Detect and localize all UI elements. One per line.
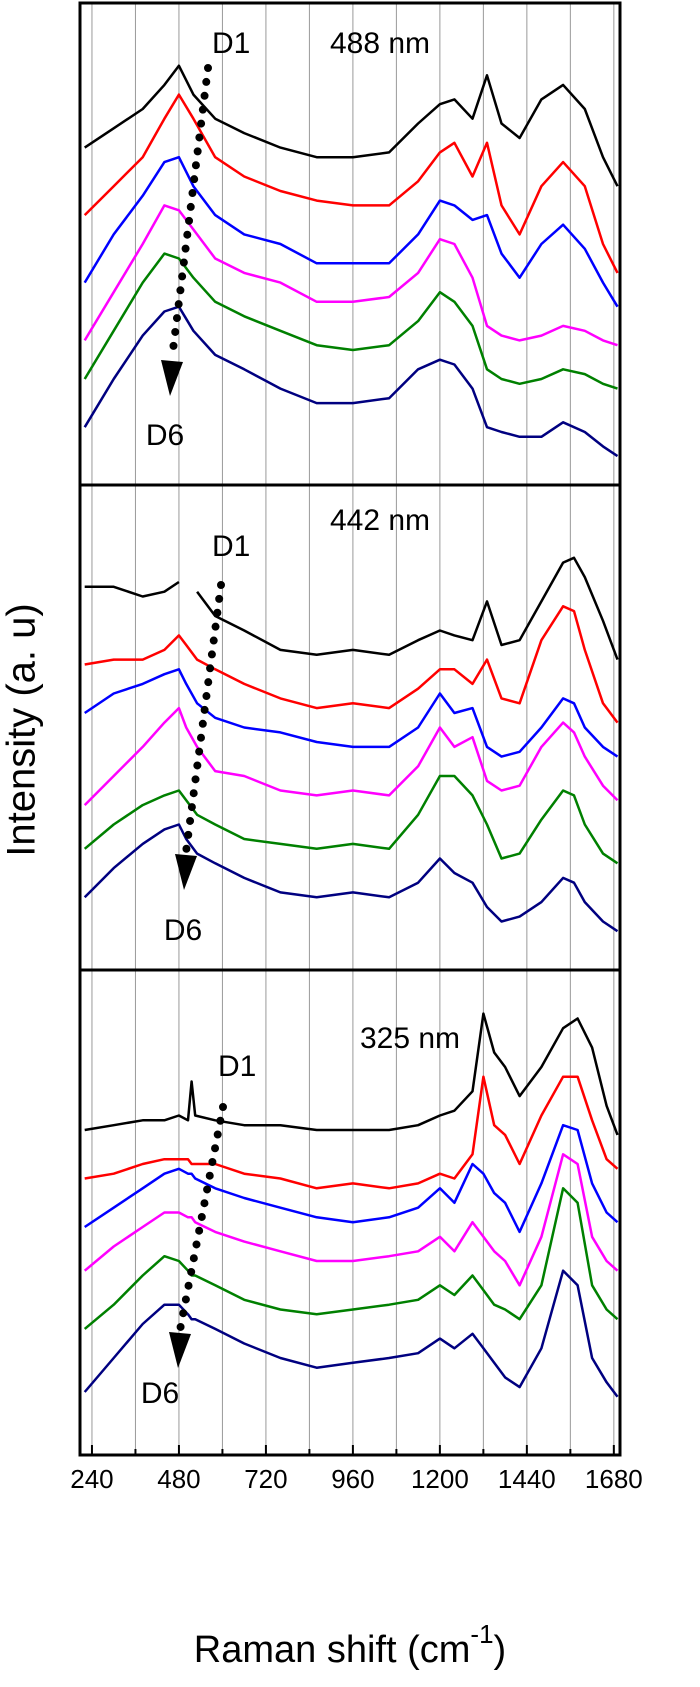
spectrum-line (84, 605, 619, 724)
panel-frame (78, 968, 622, 1457)
spectrum-line (84, 668, 619, 758)
annotation: 325 nm (360, 1022, 460, 1055)
dotted-trend (176, 1103, 227, 1334)
x-label-close: ) (494, 1629, 507, 1671)
spectrum-line (83, 774, 619, 865)
spectrum-line (83, 1153, 619, 1287)
panel-frame (78, 1, 622, 487)
x-axis-label: Raman shift (cm-1) (194, 1619, 506, 1671)
annotation: D1 (212, 530, 250, 563)
x-tick-label: 1440 (498, 1464, 556, 1494)
x-label-superscript: -1 (470, 1619, 493, 1649)
x-tick-label: 1200 (411, 1464, 469, 1494)
arrow-head (175, 854, 197, 890)
spectrum-line (83, 823, 619, 933)
x-tick-label: 960 (331, 1464, 374, 1494)
x-label-text: Raman shift (cm (194, 1629, 471, 1671)
arrow-head (169, 1332, 191, 1368)
spectrum-line (83, 93, 619, 274)
spectrum-line (84, 1012, 619, 1136)
x-tick-label: 1680 (585, 1464, 643, 1494)
x-tick-label: 480 (157, 1464, 200, 1494)
x-tick-label: 720 (244, 1464, 287, 1494)
spectrum-line (83, 706, 619, 806)
annotation: D6 (164, 914, 202, 947)
spectrum-line (84, 64, 619, 187)
annotation: D6 (141, 1377, 179, 1410)
spectrum-line (83, 1187, 619, 1330)
annotation: 488 nm (330, 27, 430, 60)
spectrum-line (84, 556, 619, 661)
arrow-head (161, 360, 183, 396)
annotation: D6 (146, 419, 184, 452)
spectrum-line (83, 155, 619, 308)
spectrum-line (84, 1123, 619, 1234)
dotted-trend (182, 581, 225, 856)
annotation: D1 (218, 1050, 256, 1083)
spectrum-line (83, 252, 618, 390)
annotation: 442 nm (330, 504, 430, 537)
x-tick-label: 240 (70, 1464, 113, 1494)
spectrum-line (83, 204, 618, 347)
y-axis-label: Intensity (a. u) (0, 603, 44, 856)
spectrum-line (84, 1075, 619, 1190)
annotation: D1 (212, 27, 250, 60)
